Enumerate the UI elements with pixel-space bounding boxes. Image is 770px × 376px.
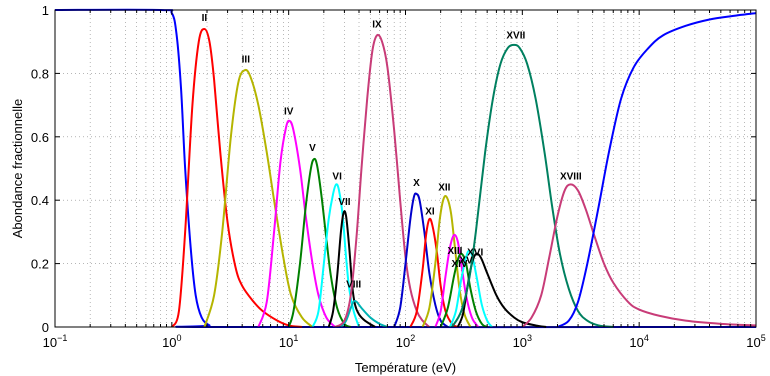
series-label-v: V [309, 143, 316, 154]
series-line-xiii [434, 233, 480, 328]
series-label-xiv: XIV [451, 259, 467, 270]
y-axis-title: Abondance fractionnelle [10, 99, 25, 239]
series-line-xi [409, 217, 459, 328]
grid [55, 10, 756, 327]
series-line-xv [448, 249, 493, 328]
series-line-ix [334, 33, 431, 328]
series-label-vi: VI [332, 172, 342, 183]
series-line-vii [327, 210, 376, 328]
plot-frame [54, 9, 757, 328]
series-labels: IIIIIIVVVIVIIVIIIIXXXIXIIXIIIXIVXVXVIXVI… [202, 13, 582, 290]
series-label-xv: XV [459, 256, 473, 267]
series-line-ii [170, 28, 303, 328]
series-label-vii: VII [338, 197, 350, 208]
x-tick-label: 10−1 [43, 333, 68, 350]
series-label-ii: II [202, 13, 208, 24]
series-lines [54, 8, 757, 329]
series-line-iii [203, 68, 314, 328]
x-tick-label: 100 [162, 333, 181, 350]
series-line-x [393, 192, 449, 328]
series-label-viii: VIII [346, 279, 361, 290]
series-line-vi [311, 183, 360, 328]
series-line-iv [257, 119, 336, 328]
y-tick-label: 1 [42, 3, 49, 18]
y-tick-label: 0.4 [31, 193, 49, 208]
series-label-xvii: XVII [506, 31, 525, 42]
series-line-xviii [521, 183, 757, 328]
y-tick-label: 0.8 [31, 66, 49, 81]
series-line-v [287, 157, 352, 328]
x-tick-label: 105 [746, 333, 765, 350]
x-tick-label: 104 [629, 333, 648, 350]
series-label-xiii: XIII [447, 246, 462, 257]
series-line-unlabeled-0 [54, 8, 757, 329]
y-tick-label: 0.2 [31, 257, 49, 272]
series-label-xvi: XVI [467, 248, 483, 259]
series-label-xii: XII [438, 183, 450, 194]
axis-ticks: 0 0.2 0.4 0.6 0.8 1 10−1 100 101 102 103 104 105 [31, 3, 766, 350]
series-line-viii [340, 299, 388, 328]
series-label-iv: IV [284, 107, 294, 118]
series-line-xiv [439, 252, 488, 328]
series-label-xi: XI [425, 206, 435, 217]
series-label-xviii: XVIII [560, 172, 582, 183]
x-axis-title: Température (eV) [355, 360, 456, 375]
series-label-ix: IX [372, 19, 382, 30]
x-tick-label: 103 [513, 333, 532, 350]
x-tick-label: 102 [396, 333, 415, 350]
series-line-xii [421, 194, 472, 328]
x-tick-label: 101 [279, 333, 298, 350]
series-label-iii: III [242, 54, 251, 65]
y-tick-label: 0 [42, 320, 49, 335]
series-label-x: X [413, 178, 420, 189]
series-line-xvii [451, 43, 614, 328]
series-line-unlabeled-18 [557, 12, 757, 328]
y-tick-label: 0.6 [31, 130, 49, 145]
